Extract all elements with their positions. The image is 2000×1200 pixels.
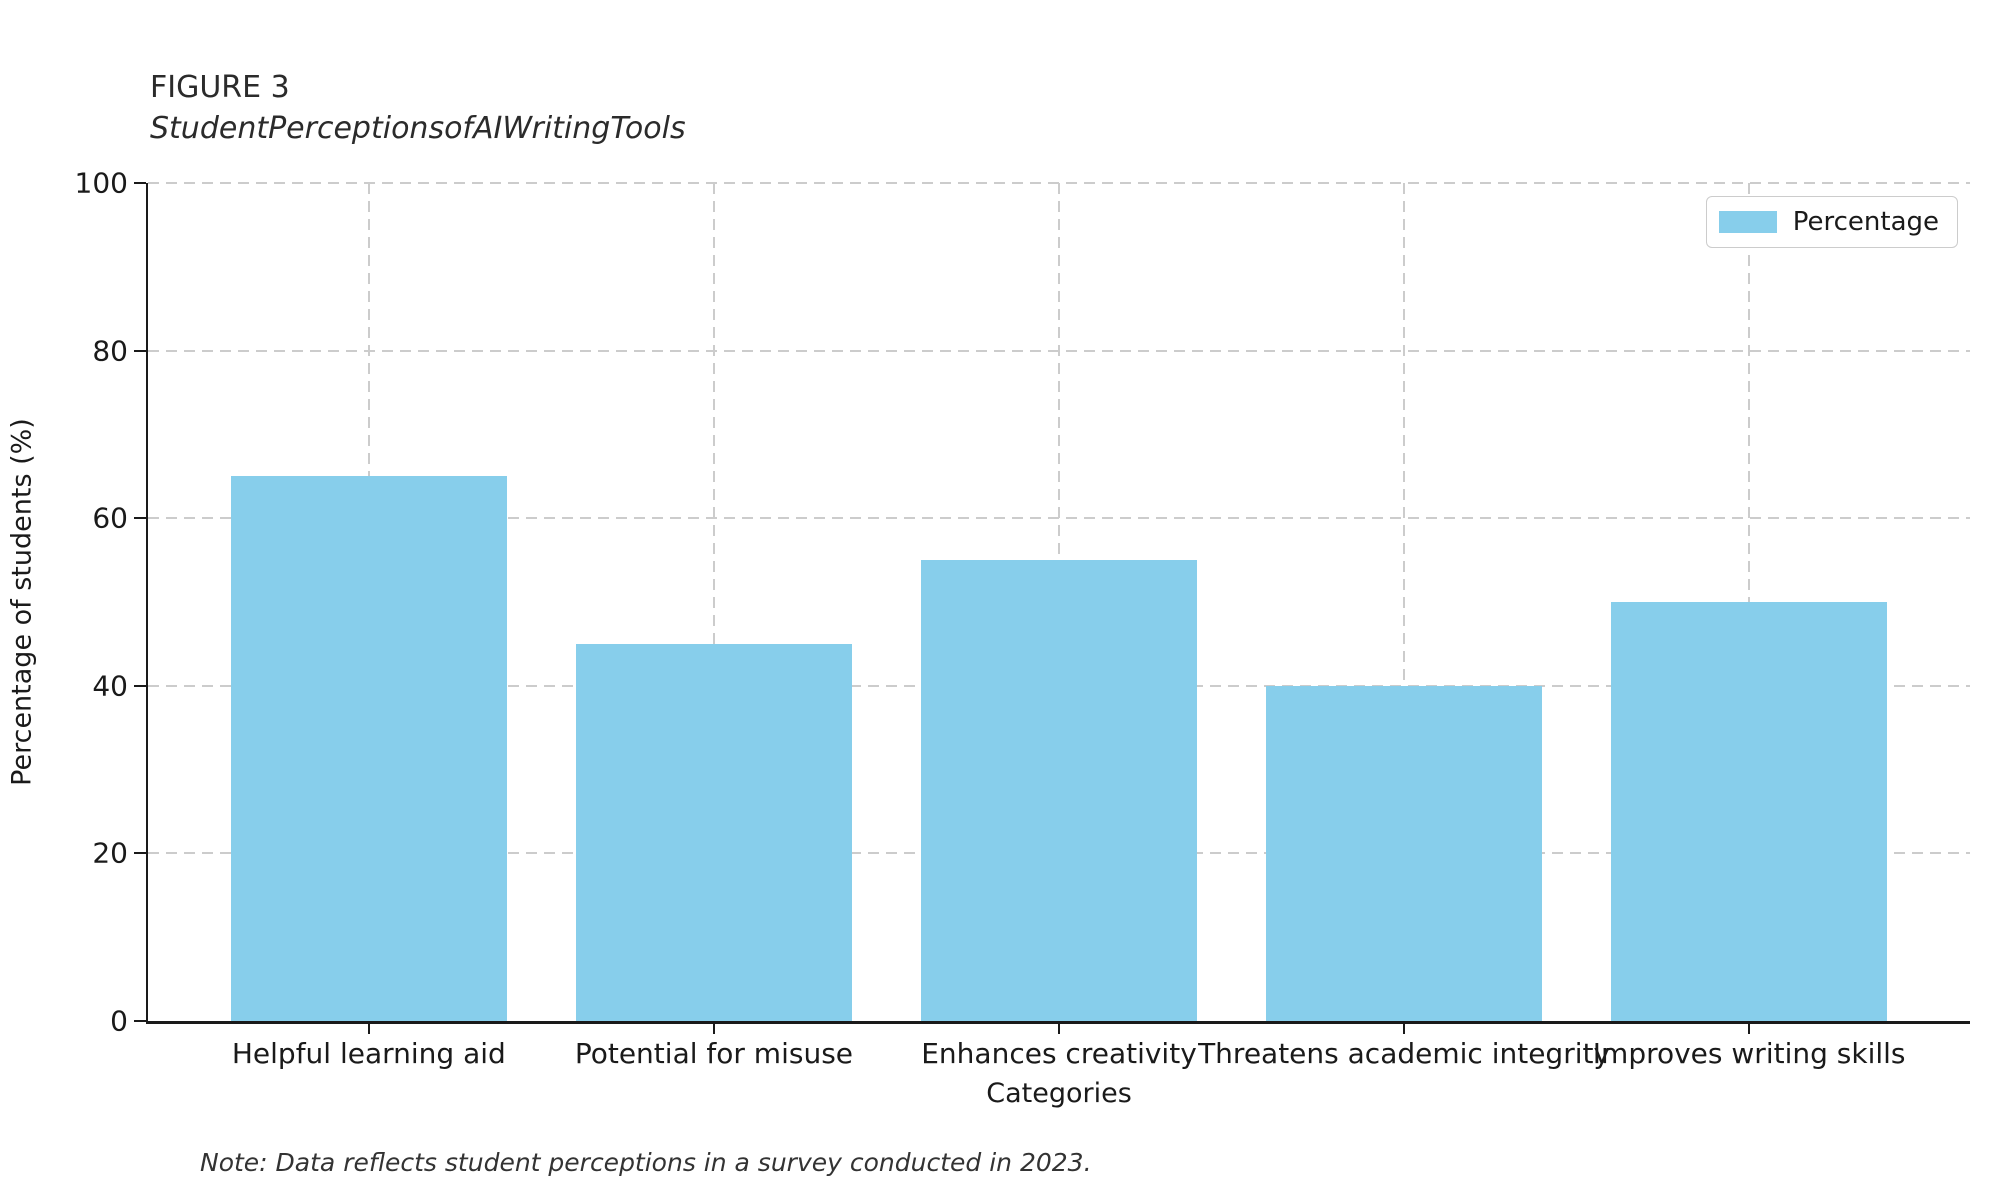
x-tick-label: Helpful learning aid	[231, 1037, 506, 1070]
x-tick-label: Potential for misuse	[574, 1037, 854, 1070]
figure-title: StudentPerceptionsofAIWritingTools	[150, 110, 686, 146]
x-tick-label: Threatens academic integrity	[1198, 1037, 1611, 1070]
x-tick	[367, 1022, 370, 1034]
y-tick-label: 40	[92, 669, 128, 703]
x-axis-label: Categories	[986, 1078, 1132, 1109]
gridline-v	[1403, 183, 1406, 1021]
x-tick	[1403, 1022, 1406, 1034]
y-tick	[134, 1020, 146, 1022]
y-tick	[134, 517, 146, 520]
bar	[575, 643, 852, 1021]
figure-label: FIGURE 3	[150, 70, 290, 105]
y-tick	[134, 349, 146, 352]
gridline-v	[712, 183, 715, 1021]
bar	[1611, 602, 1888, 1021]
legend: Percentage	[1705, 196, 1958, 248]
x-tick	[712, 1022, 715, 1034]
legend-swatch	[1718, 211, 1777, 233]
y-tick	[134, 684, 146, 687]
x-tick	[1748, 1022, 1751, 1034]
y-tick-label: 60	[92, 501, 128, 535]
bar	[1266, 685, 1543, 1021]
title-block: FIGURE 3 StudentPerceptionsofAIWritingTo…	[150, 68, 686, 149]
legend-label: Percentage	[1792, 207, 1939, 237]
bar	[920, 560, 1198, 1021]
bar	[230, 476, 507, 1021]
y-tick	[134, 852, 146, 855]
x-tick-label: Enhances creativity	[921, 1037, 1197, 1070]
y-axis-spine	[146, 183, 148, 1021]
x-tick-label: Improves writing skills	[1592, 1037, 1906, 1070]
y-axis-label: Percentage of students (%)	[6, 418, 38, 786]
y-tick-label: 80	[92, 334, 128, 368]
y-tick	[134, 182, 146, 184]
y-tick-label: 20	[92, 836, 128, 870]
plot-area: 0 20 40 60 80 100 Helpful learning aid Potentia…	[75, 167, 1970, 1070]
y-tick-label: 0	[110, 1004, 128, 1038]
x-tick	[1058, 1022, 1060, 1034]
y-tick-label: 100	[74, 166, 128, 200]
note-text: Note: Data reflects student perceptions …	[200, 1148, 1092, 1177]
